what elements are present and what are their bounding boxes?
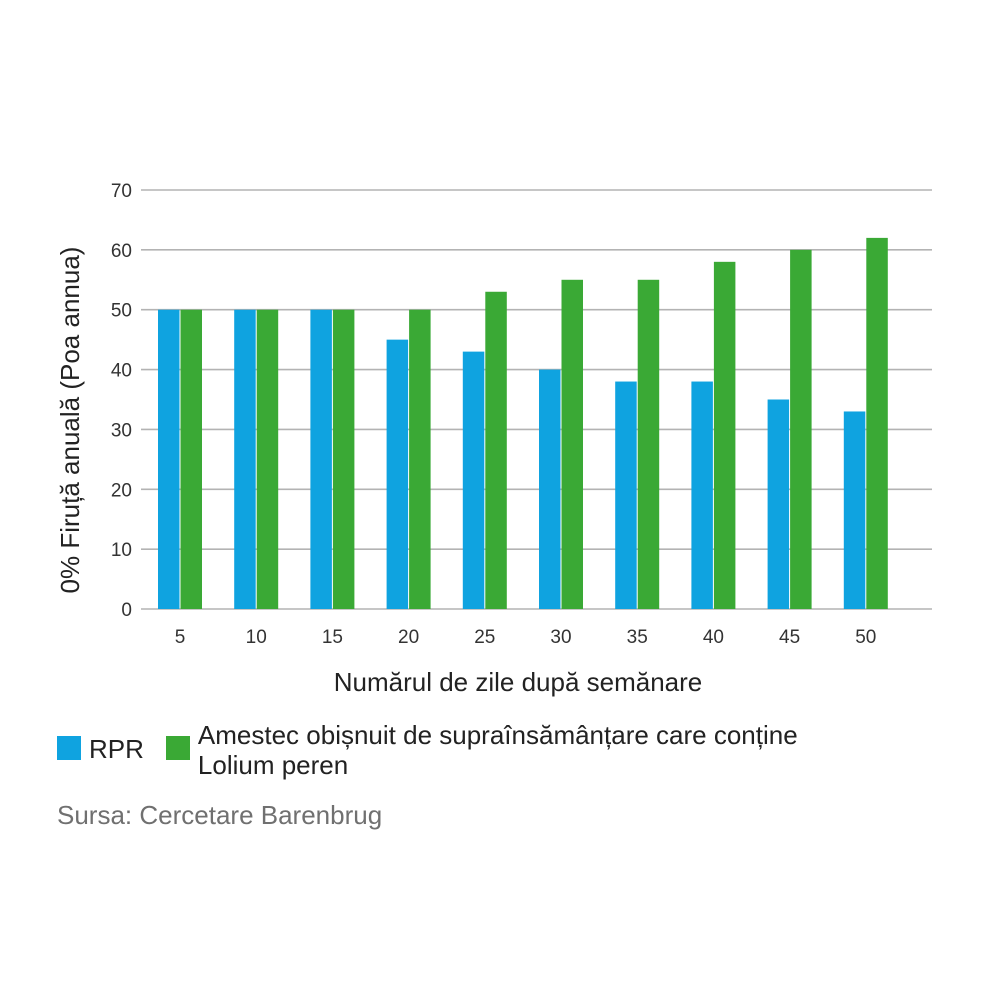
y-tick-label: 60	[111, 241, 132, 262]
y-tick-label: 10	[111, 540, 132, 561]
bar-mix-30	[561, 279, 583, 609]
bar-rpr-15	[310, 309, 332, 609]
bar-rpr-5	[158, 309, 180, 609]
legend-item-mix: Amestec obișnuit de supraînsămânțare car…	[165, 720, 818, 780]
legend-swatch-mix	[165, 736, 190, 760]
x-tick-label: 25	[474, 627, 495, 648]
bar-rpr-25	[462, 351, 485, 609]
x-tick-label: 20	[398, 627, 419, 648]
bar-rpr-40	[691, 381, 713, 609]
bar-rpr-20	[386, 339, 409, 609]
y-tick-label: 70	[111, 181, 132, 202]
bar-rpr-50	[843, 411, 866, 609]
y-tick-label: 30	[111, 420, 132, 441]
x-tick-label: 5	[175, 627, 186, 648]
x-tick-label: 40	[703, 627, 724, 648]
bar-mix-15	[332, 309, 355, 609]
legend-label-mix: Amestec obișnuit de supraînsămânțare car…	[197, 720, 798, 780]
bar-mix-40	[713, 261, 736, 609]
bar-mix-25	[485, 291, 507, 609]
y-tick-label: 50	[111, 301, 132, 322]
x-tick-label: 50	[855, 627, 876, 648]
legend-swatch-rpr	[57, 736, 81, 760]
y-tick-label: 40	[111, 361, 132, 382]
x-tick-label: 30	[550, 627, 571, 648]
bar-rpr-35	[615, 381, 637, 609]
x-axis-title: Numărul de zile după semănare	[334, 667, 703, 697]
bar-mix-50	[866, 237, 888, 609]
bars	[158, 237, 888, 609]
y-tick-label: 0	[121, 600, 132, 621]
x-axis-ticks: 5 10 15 20 25 30 35 40 45 50	[175, 627, 877, 648]
bar-mix-5	[180, 309, 202, 609]
x-tick-label: 15	[322, 627, 343, 648]
y-tick-label: 20	[111, 480, 132, 501]
bar-mix-45	[790, 249, 812, 609]
bar-rpr-45	[767, 399, 790, 609]
bar-mix-35	[637, 279, 660, 609]
source-note: Sursa: Cercetare Barenbrug	[57, 800, 383, 830]
y-axis-ticks: 0 10 20 30 40 50 60 70	[111, 181, 132, 621]
bar-mix-20	[409, 309, 431, 609]
bar-rpr-10	[234, 309, 256, 609]
bar-mix-10	[256, 309, 279, 609]
x-tick-label: 45	[779, 627, 800, 648]
legend: RPR Amestec obișnuit de supraînsămânțare…	[57, 720, 957, 780]
bar-chart: 0 10 20 30 40 50 60 70 5 10 15 20 25 30 35 40 45 50 0% F…	[55, 181, 932, 697]
x-tick-label: 35	[627, 627, 648, 648]
x-tick-label: 10	[246, 627, 267, 648]
legend-item-rpr: RPR	[57, 720, 144, 764]
bar-rpr-30	[539, 369, 561, 609]
y-axis-title: 0% Firuță anuală (Poa annua)	[55, 247, 85, 594]
legend-label-rpr: RPR	[89, 734, 144, 764]
